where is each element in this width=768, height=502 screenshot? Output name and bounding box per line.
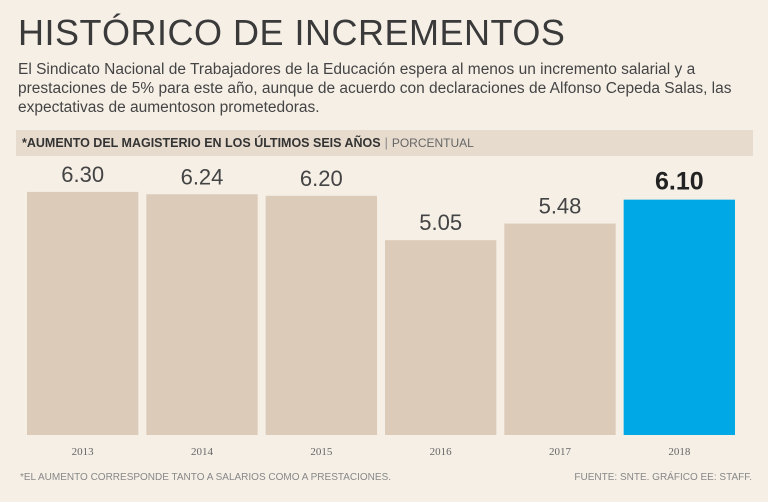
chart-header-separator: | [384,136,388,150]
x-tick-2018: 2018 [668,446,691,458]
bar-2016 [385,240,497,435]
chart-subtitle: El Sindicato Nacional de Trabajadores de… [18,60,738,117]
x-tick-2015: 2015 [310,446,333,458]
footnote: *El aumento corresponde tanto a salarios… [20,472,392,483]
bar-2015 [265,195,377,435]
chart-header-label: *AUMENTO DEL MAGISTERIO EN LOS ÚLTIMOS S… [22,136,381,150]
bar-2018 [623,199,735,435]
bar-2014 [146,194,258,435]
value-label-2016: 5.05 [419,210,462,235]
subtitle-line: prestaciones de 5% para este año, aunque… [18,80,732,97]
value-label-2018: 6.10 [655,168,704,196]
value-label-2013: 6.30 [61,162,104,187]
x-tick-2016: 2016 [430,446,453,458]
source-credit: Fuente: SNTE. Gráfico EE: Staff. [574,472,752,483]
subtitle-line: expectativas de aumentoson prometedoras. [18,99,320,116]
chart-title: HISTÓRICO DE INCREMENTOS [18,12,566,53]
value-label-2017: 5.48 [539,194,582,219]
subtitle-line: El Sindicato Nacional de Trabajadores de… [18,61,696,78]
x-tick-2017: 2017 [549,446,572,458]
value-label-2015: 6.20 [300,166,343,191]
value-label-2014: 6.24 [181,164,224,189]
chart-header-band: *AUMENTO DEL MAGISTERIO EN LOS ÚLTIMOS S… [16,130,753,156]
bar-2013 [27,191,139,435]
chart-header-unit: PORCENTUAL [391,136,474,150]
bar-2017 [504,223,616,435]
x-tick-2013: 2013 [72,446,95,458]
bar-chart: 6.30 2013 6.24 2014 6.20 2015 5.05 2016 5.48 2017… [27,162,735,458]
x-tick-2014: 2014 [191,446,214,458]
